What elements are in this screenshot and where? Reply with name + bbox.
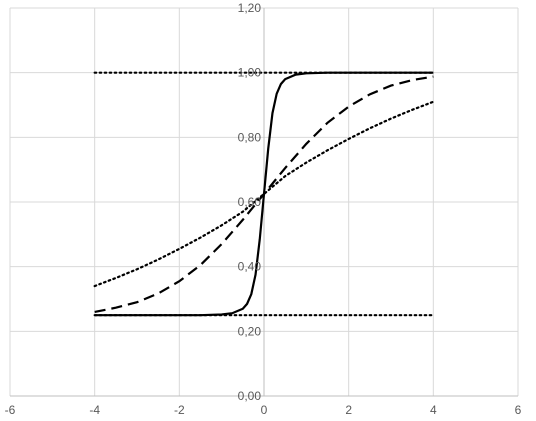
series-dotted-line [93,100,435,288]
series-dashed-line [94,75,434,314]
y-tick-label: 1,20 [238,1,262,15]
y-tick-label: 0,00 [238,389,262,403]
x-tick-label: 4 [430,403,437,417]
y-tick-label: 0,20 [238,324,262,338]
y-tick-label: 0,40 [238,260,262,274]
x-tick-label: 2 [345,403,352,417]
x-tick-label: 6 [515,403,522,417]
x-tick-label: -6 [5,403,16,417]
x-tick-label: 0 [261,403,268,417]
series-group [93,71,435,317]
tick-labels: 0,00 0,20 0,40 0,60 0,80 1,00 1,20 -6 -4 -2 0 2 4 6 [5,1,522,417]
y-tick-label: 0,60 [238,195,262,209]
y-tick-label: 1,00 [238,66,262,80]
x-tick-label: -2 [174,403,185,417]
x-tick-label: -4 [89,403,100,417]
y-tick-label: 0,80 [238,130,262,144]
